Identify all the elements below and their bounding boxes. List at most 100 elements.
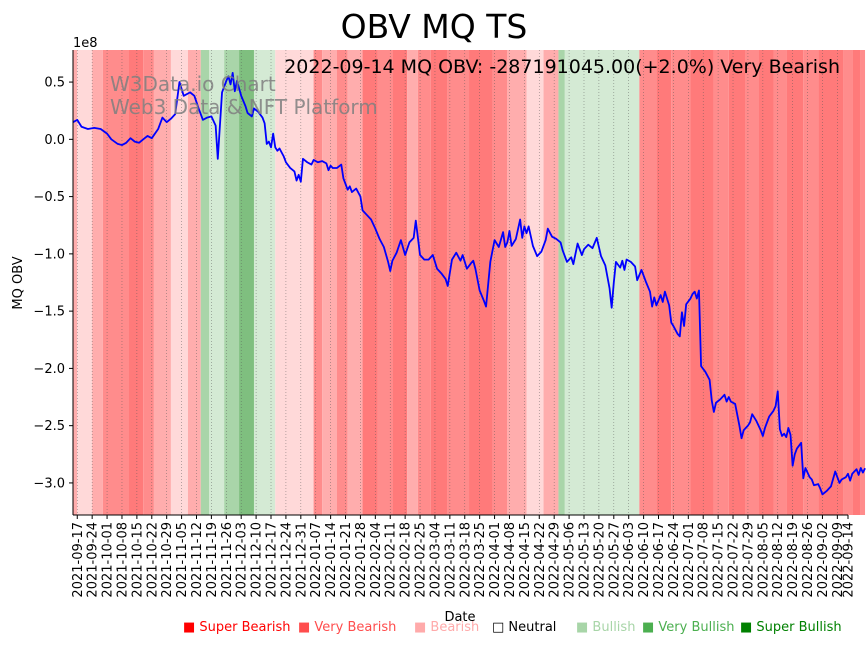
legend-item-super-bearish: ■ Super Bearish (183, 620, 291, 635)
x-axis-ticks: 2021-09-17 2021-09-24 2021-10-01 2021-10-08… (71, 515, 857, 598)
band-bearish (347, 50, 363, 515)
band-bullish (564, 50, 640, 515)
x-tick-label: 2021-12-17 (265, 522, 280, 598)
x-tick-label: 2022-05-20 (592, 522, 607, 598)
band-neutral (275, 50, 314, 515)
x-axis-label: Date (444, 610, 475, 625)
x-tick-label: 2022-08-19 (786, 522, 801, 598)
x-tick-label: 2022-07-01 (682, 522, 697, 598)
y-tick-label: −1.0 (33, 247, 65, 262)
band-bullish (253, 50, 276, 515)
x-tick-label: 2022-07-08 (697, 522, 712, 598)
signal-bands (73, 50, 866, 515)
x-tick-label: 2021-11-12 (190, 522, 205, 598)
band-very-bearish (671, 50, 691, 515)
x-tick-label: 2021-11-19 (205, 522, 220, 598)
x-tick-label: 2022-04-15 (518, 522, 533, 598)
x-tick-label: 2022-07-15 (712, 522, 727, 598)
date-gridlines (76, 50, 838, 515)
band-super-bearish (758, 50, 774, 515)
x-tick-label: 2022-06-10 (637, 522, 652, 598)
legend-item-bearish: ■ Bearish (414, 620, 479, 635)
band-very-bullish (224, 50, 240, 515)
band-bearish (322, 50, 338, 515)
band-very-bearish (143, 50, 154, 515)
band-very-bearish (102, 50, 129, 515)
band-very-bearish (803, 50, 819, 515)
band-bearish (507, 50, 527, 515)
legend-label: Bullish (592, 620, 636, 635)
y-tick-label: −0.5 (33, 190, 65, 205)
band-very-bearish (313, 50, 323, 515)
x-tick-label: 2022-02-25 (414, 522, 429, 598)
band-bearish (543, 50, 559, 515)
x-tick-label: 2022-07-29 (741, 522, 756, 598)
x-tick-label: 2022-01-28 (354, 522, 369, 598)
x-tick-label: 2022-01-07 (309, 522, 324, 598)
legend-label: Super Bearish (199, 620, 291, 635)
x-tick-label: 2021-12-31 (294, 522, 309, 598)
watermark-line-2: Web3 Data & NFT Platform (110, 95, 378, 119)
x-tick-label: 2022-08-12 (771, 522, 786, 598)
legend-item-super-bullish: ■ Super Bullish (740, 620, 842, 635)
x-tick-label: 2022-06-17 (652, 522, 667, 598)
band-very-bearish (492, 50, 508, 515)
band-super-bearish (128, 50, 144, 515)
band-bearish (187, 50, 201, 515)
band-very-bearish (377, 50, 393, 515)
legend-marker: ■ (298, 620, 315, 635)
x-tick-label: 2022-04-08 (503, 522, 518, 598)
band-very-bullish (200, 50, 210, 515)
x-tick-label: 2022-06-24 (667, 522, 682, 598)
y-tick-label: −2.0 (33, 362, 65, 377)
x-tick-label: 2021-11-26 (220, 522, 235, 598)
band-super-bearish (656, 50, 672, 515)
x-tick-label: 2022-04-22 (533, 522, 548, 598)
x-tick-label: 2022-09-02 (816, 522, 831, 598)
y-tick-label: −3.0 (33, 476, 65, 491)
band-super-bearish (690, 50, 714, 515)
band-bearish (92, 50, 103, 515)
x-tick-label: 2021-12-03 (235, 522, 250, 598)
band-very-bearish (745, 50, 759, 515)
band-super-bearish (469, 50, 493, 515)
y-tick-label: −1.5 (33, 305, 65, 320)
x-tick-label: 2022-03-18 (458, 522, 473, 598)
band-bullish (209, 50, 225, 515)
y-axis-label: MQ OBV (11, 256, 26, 309)
x-tick-label: 2022-05-27 (607, 522, 622, 598)
x-tick-label: 2021-10-29 (160, 522, 175, 598)
series-layer (72, 72, 866, 496)
band-very-bullish (558, 50, 565, 515)
x-tick-label: 2022-05-13 (577, 522, 592, 598)
x-tick-label: 2022-06-03 (622, 522, 637, 598)
x-tick-label: 2021-10-01 (101, 522, 116, 598)
band-very-bearish (860, 50, 866, 515)
x-tick-label: 2022-02-18 (399, 522, 414, 598)
x-tick-label: 2022-02-04 (369, 522, 384, 598)
band-super-bearish (728, 50, 746, 515)
x-tick-label: 2022-09-09 (831, 522, 846, 598)
legend-marker: □ (492, 620, 509, 635)
legend-item-very-bullish: ■ Very Bullish (642, 620, 734, 635)
legend-label: Bearish (430, 620, 480, 635)
x-tick-label: 2021-09-17 (71, 522, 86, 598)
x-tick-label: 2022-05-06 (563, 522, 578, 598)
x-tick-label: 2022-01-14 (324, 522, 339, 598)
y-tick-label: 0.5 (44, 76, 65, 91)
band-neutral (170, 50, 188, 515)
legend-label: Super Bullish (756, 620, 842, 635)
y-axis-ticks: 0.5 0.0 −0.5 −1.0 −1.5 −2.0 −2.5 −3.0 (33, 76, 73, 491)
band-super-bearish (392, 50, 408, 515)
x-tick-label: 2021-11-05 (175, 522, 190, 598)
band-very-bearish (447, 50, 470, 515)
band-very-bearish (639, 50, 657, 515)
chart-title: OBV MQ TS (341, 7, 528, 46)
band-super-bearish (818, 50, 844, 515)
x-tick-label: 2022-04-29 (548, 522, 563, 598)
y-offset-label: 1e8 (73, 36, 98, 51)
x-tick-label: 2021-12-24 (279, 522, 294, 598)
x-tick-label: 2022-08-05 (756, 522, 771, 598)
band-bearish (407, 50, 418, 515)
